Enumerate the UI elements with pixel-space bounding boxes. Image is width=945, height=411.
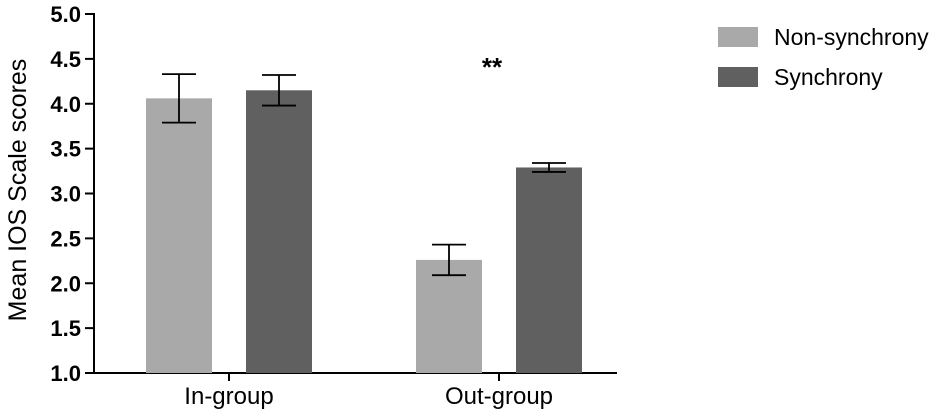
y-tick-label: 4.0: [50, 92, 81, 117]
y-axis-title: Mean IOS Scale scores: [4, 59, 32, 322]
bar: [516, 167, 582, 373]
y-axis-ticks: 1.0 1.5 2.0 2.5 3.0 3.5 4.0 4.5 5.0: [50, 2, 94, 386]
annotations: **: [482, 52, 503, 82]
error-bars: [162, 73, 566, 277]
y-tick-label: 1.0: [50, 361, 81, 386]
legend-label: Non-synchrony: [774, 24, 929, 50]
bars: [146, 90, 582, 374]
legend-label: Synchrony: [774, 64, 883, 90]
legend: Non-synchrony Synchrony: [718, 24, 929, 90]
y-tick-label: 2.5: [50, 226, 81, 251]
y-tick-label: 3.0: [50, 182, 81, 207]
significance-annotation: **: [482, 52, 503, 82]
legend-swatch: [718, 67, 758, 87]
y-tick-label: 1.5: [50, 316, 81, 341]
bar: [146, 98, 212, 374]
x-axis-ticks: In-group Out-group: [184, 373, 553, 410]
y-axis-title-group: Mean IOS Scale scores: [4, 59, 32, 322]
x-tick-label: Out-group: [445, 383, 553, 410]
x-tick-label: In-group: [184, 383, 273, 410]
bar: [246, 90, 312, 373]
legend-swatch: [718, 27, 758, 47]
y-tick-label: 4.5: [50, 47, 81, 72]
bar: [416, 259, 482, 373]
y-tick-label: 3.5: [50, 137, 81, 162]
y-tick-label: 5.0: [50, 2, 81, 27]
y-tick-label: 2.0: [50, 271, 81, 296]
